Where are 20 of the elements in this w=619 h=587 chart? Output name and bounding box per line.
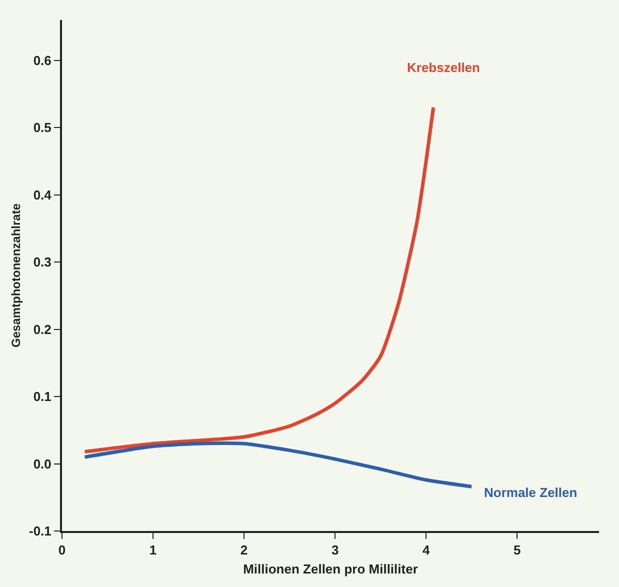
line-series bbox=[83, 106, 436, 454]
x-axis-title: Millionen Zellen pro Milliliter bbox=[243, 562, 418, 577]
series-label: Normale Zellen bbox=[484, 485, 578, 500]
x-tick-label: 1 bbox=[149, 542, 157, 558]
x-tick-label: 3 bbox=[331, 542, 339, 558]
y-tick-label: 0.4 bbox=[33, 187, 52, 202]
y-tick-label: 0.5 bbox=[33, 120, 52, 136]
y-axis-title: Gesamtphotonenzahlrate bbox=[8, 203, 23, 348]
y-tick-label: 0.0 bbox=[33, 456, 52, 472]
y-tick-label: 0.3 bbox=[33, 254, 52, 270]
line-series bbox=[83, 441, 474, 488]
y-tick-label: 0.2 bbox=[33, 322, 52, 337]
x-tick-label: 5 bbox=[513, 542, 521, 558]
y-tick-label: -0.1 bbox=[28, 524, 52, 539]
x-tick-label: 0 bbox=[58, 542, 66, 558]
y-tick-label: 0.1 bbox=[33, 389, 52, 404]
x-tick-label: 4 bbox=[422, 542, 430, 558]
x-tick-label: 2 bbox=[240, 542, 248, 558]
text: Krebszellen bbox=[407, 60, 480, 75]
y-tick-label: 0.6 bbox=[33, 52, 52, 68]
